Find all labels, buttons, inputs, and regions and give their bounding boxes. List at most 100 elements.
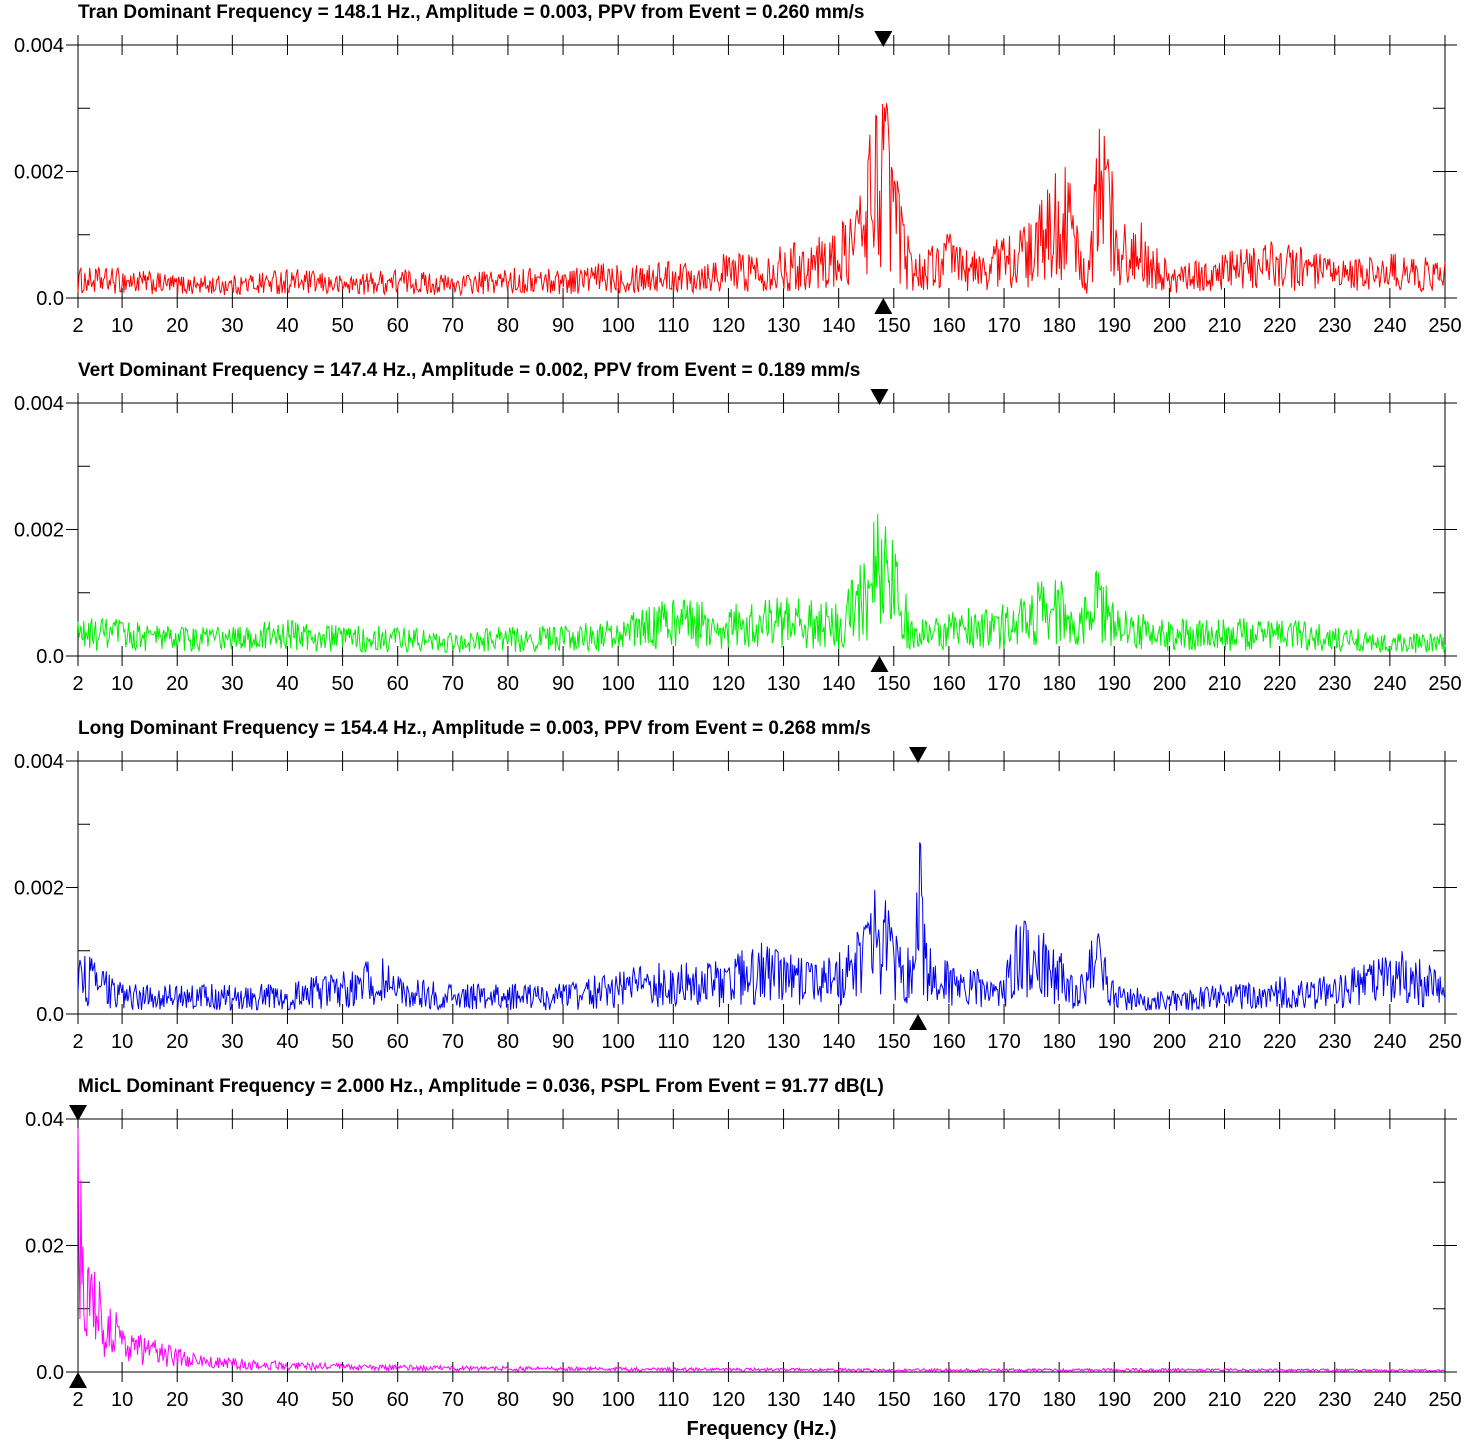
x-tick-label: 130 bbox=[767, 315, 800, 337]
x-tick-label: 240 bbox=[1373, 1389, 1406, 1411]
x-tick-label: 30 bbox=[221, 1031, 243, 1053]
x-tick-label: 120 bbox=[712, 1389, 745, 1411]
x-tick-label: 200 bbox=[1153, 1031, 1186, 1053]
x-tick-label: 110 bbox=[657, 1389, 689, 1411]
x-tick-label: 10 bbox=[111, 673, 133, 695]
x-tick-label: 70 bbox=[442, 315, 464, 337]
x-tick-label: 2 bbox=[72, 1031, 83, 1053]
x-tick-label: 160 bbox=[932, 1389, 965, 1411]
y-tick-label: 0.0 bbox=[36, 288, 64, 310]
chart-panel-3: MicL Dominant Frequency = 2.000 Hz., Amp… bbox=[25, 1076, 1462, 1440]
x-tick-label: 210 bbox=[1208, 1031, 1241, 1053]
x-tick-label: 80 bbox=[497, 315, 519, 337]
y-tick-label: 0.002 bbox=[14, 878, 64, 900]
x-tick-label: 20 bbox=[166, 673, 188, 695]
x-tick-label: 10 bbox=[111, 1031, 133, 1053]
x-tick-label: 2 bbox=[72, 1389, 83, 1411]
x-tick-label: 250 bbox=[1428, 315, 1461, 337]
x-tick-label: 150 bbox=[877, 315, 910, 337]
x-tick-label: 220 bbox=[1263, 315, 1296, 337]
x-tick-label: 150 bbox=[877, 1031, 910, 1053]
x-tick-label: 140 bbox=[822, 1031, 855, 1053]
x-tick-label: 10 bbox=[111, 1389, 133, 1411]
dominant-frequency-marker-top bbox=[69, 1105, 87, 1121]
x-tick-label: 150 bbox=[877, 1389, 910, 1411]
chart-panel-2: Long Dominant Frequency = 154.4 Hz., Amp… bbox=[14, 718, 1462, 1053]
y-tick-label: 0.02 bbox=[25, 1236, 64, 1258]
dominant-frequency-marker-top bbox=[909, 747, 928, 763]
y-tick-label: 0.002 bbox=[14, 520, 64, 542]
x-tick-label: 40 bbox=[276, 1031, 298, 1053]
x-tick-label: 60 bbox=[387, 1389, 409, 1411]
x-tick-label: 110 bbox=[657, 315, 689, 337]
x-tick-label: 230 bbox=[1318, 673, 1351, 695]
x-tick-label: 250 bbox=[1428, 1389, 1461, 1411]
y-tick-label: 0.04 bbox=[25, 1109, 64, 1131]
x-tick-label: 90 bbox=[552, 1389, 574, 1411]
x-tick-label: 50 bbox=[331, 1031, 353, 1053]
x-tick-label: 120 bbox=[712, 315, 745, 337]
x-tick-label: 180 bbox=[1042, 673, 1075, 695]
x-tick-label: 100 bbox=[601, 315, 634, 337]
x-tick-label: 50 bbox=[331, 673, 353, 695]
x-tick-label: 140 bbox=[822, 673, 855, 695]
series-line bbox=[77, 1128, 1446, 1373]
chart-panel-1: Vert Dominant Frequency = 147.4 Hz., Amp… bbox=[14, 360, 1462, 695]
x-tick-label: 230 bbox=[1318, 1389, 1351, 1411]
x-tick-label: 50 bbox=[331, 1389, 353, 1411]
x-tick-label: 240 bbox=[1373, 1031, 1406, 1053]
x-tick-label: 170 bbox=[987, 673, 1020, 695]
x-tick-label: 60 bbox=[387, 315, 409, 337]
x-tick-label: 80 bbox=[497, 673, 519, 695]
x-tick-label: 180 bbox=[1042, 315, 1075, 337]
x-tick-label: 170 bbox=[987, 315, 1020, 337]
y-tick-label: 0.002 bbox=[14, 162, 64, 184]
x-tick-label: 80 bbox=[497, 1031, 519, 1053]
y-tick-label: 0.0 bbox=[36, 1004, 64, 1026]
chart-title: Vert Dominant Frequency = 147.4 Hz., Amp… bbox=[78, 360, 860, 381]
dominant-frequency-marker-bottom bbox=[69, 1372, 87, 1388]
x-tick-label: 210 bbox=[1208, 673, 1241, 695]
x-tick-label: 160 bbox=[932, 315, 965, 337]
x-tick-label: 230 bbox=[1318, 1031, 1351, 1053]
chart-title: Long Dominant Frequency = 154.4 Hz., Amp… bbox=[78, 718, 871, 739]
x-tick-label: 220 bbox=[1263, 1031, 1296, 1053]
x-tick-label: 190 bbox=[1098, 673, 1131, 695]
chart-panel-0: Tran Dominant Frequency = 148.1 Hz., Amp… bbox=[14, 2, 1462, 337]
x-tick-label: 100 bbox=[601, 1389, 634, 1411]
x-tick-label: 110 bbox=[657, 1031, 689, 1053]
x-tick-label: 10 bbox=[111, 315, 133, 337]
x-tick-label: 90 bbox=[552, 673, 574, 695]
x-tick-label: 160 bbox=[932, 1031, 965, 1053]
x-tick-label: 180 bbox=[1042, 1389, 1075, 1411]
x-tick-label: 190 bbox=[1098, 315, 1131, 337]
x-tick-label: 130 bbox=[767, 673, 800, 695]
x-tick-label: 200 bbox=[1153, 1389, 1186, 1411]
x-tick-label: 100 bbox=[601, 673, 634, 695]
x-tick-label: 30 bbox=[221, 673, 243, 695]
x-tick-label: 130 bbox=[767, 1389, 800, 1411]
x-tick-label: 160 bbox=[932, 673, 965, 695]
x-tick-label: 60 bbox=[387, 673, 409, 695]
x-tick-label: 200 bbox=[1153, 673, 1186, 695]
dominant-frequency-marker-bottom bbox=[909, 1014, 928, 1030]
x-tick-label: 240 bbox=[1373, 673, 1406, 695]
x-tick-label: 210 bbox=[1208, 315, 1241, 337]
x-tick-label: 240 bbox=[1373, 315, 1406, 337]
x-tick-label: 170 bbox=[987, 1031, 1020, 1053]
x-axis-label: Frequency (Hz.) bbox=[686, 1418, 836, 1440]
x-tick-label: 170 bbox=[987, 1389, 1020, 1411]
x-tick-label: 150 bbox=[877, 673, 910, 695]
x-tick-label: 210 bbox=[1208, 1389, 1241, 1411]
x-tick-label: 200 bbox=[1153, 315, 1186, 337]
dominant-frequency-marker-bottom bbox=[874, 298, 893, 314]
x-tick-label: 70 bbox=[442, 1389, 464, 1411]
x-tick-label: 30 bbox=[221, 1389, 243, 1411]
dominant-frequency-marker-top bbox=[874, 31, 893, 47]
x-tick-label: 220 bbox=[1263, 1389, 1296, 1411]
x-tick-label: 2 bbox=[72, 673, 83, 695]
x-tick-label: 70 bbox=[442, 1031, 464, 1053]
x-tick-label: 140 bbox=[822, 1389, 855, 1411]
x-tick-label: 100 bbox=[601, 1031, 634, 1053]
series-line bbox=[77, 842, 1446, 1012]
